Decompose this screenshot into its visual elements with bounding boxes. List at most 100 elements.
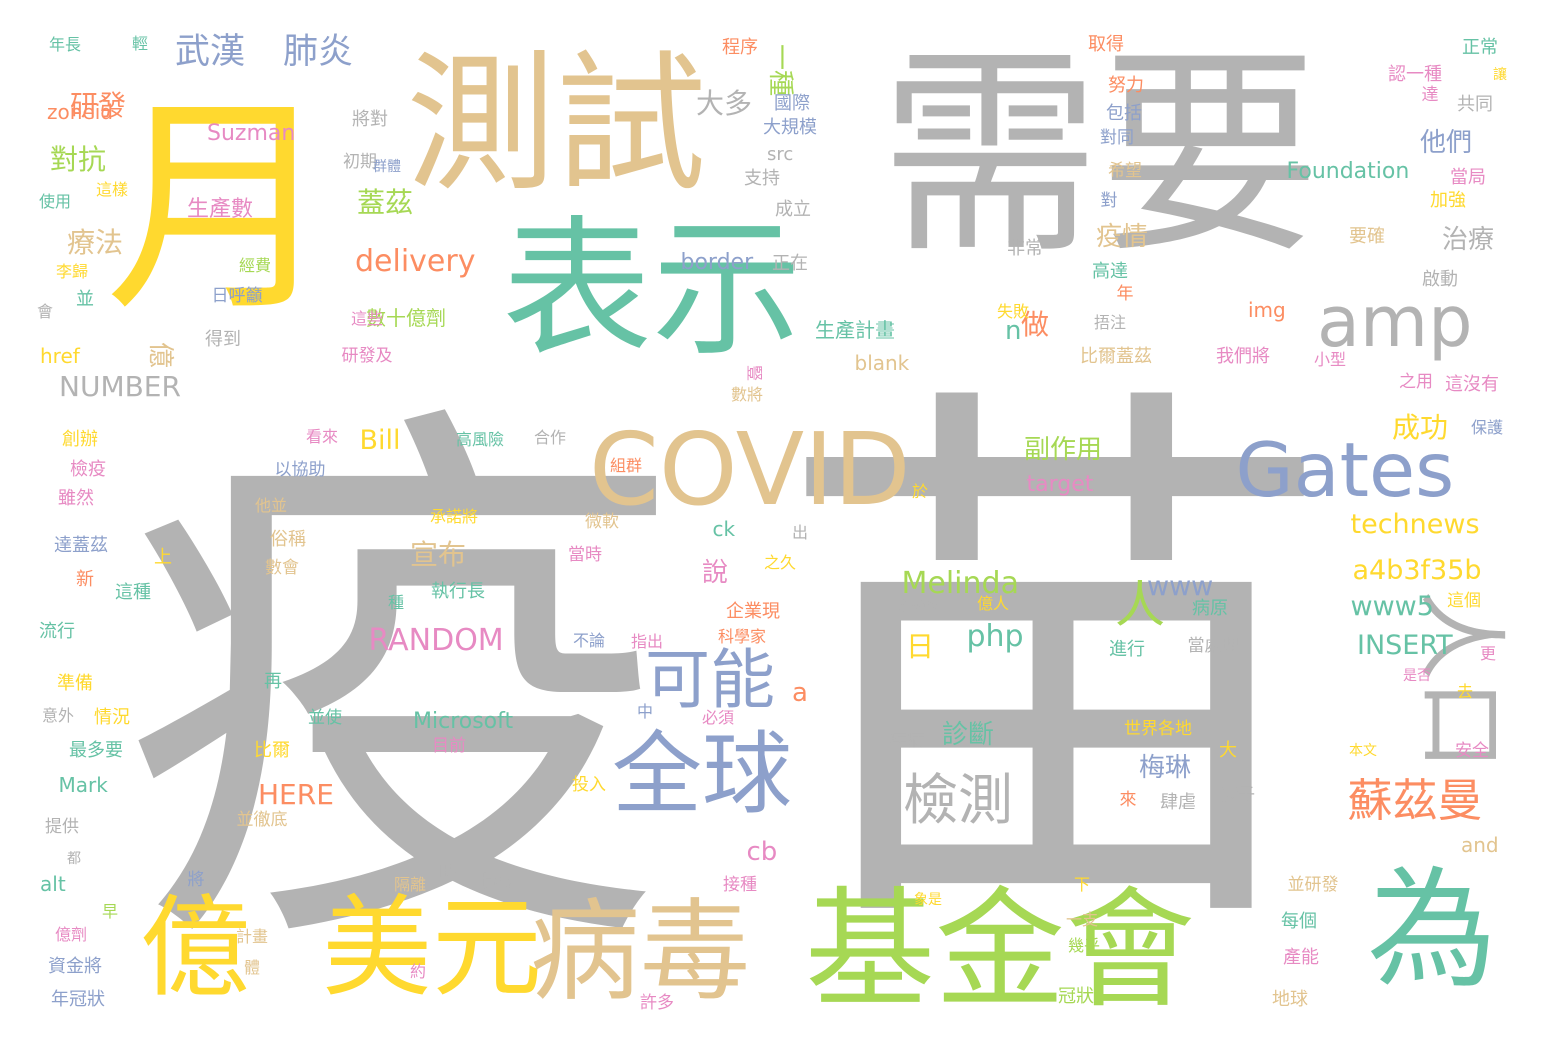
cloud-word: 支持 [744, 168, 780, 189]
cloud-word: 日呼籲 [211, 285, 263, 306]
cloud-word: 初期 [343, 151, 377, 172]
cloud-word: 合作 [534, 428, 567, 447]
cloud-word: 幾乎 [1068, 936, 1101, 955]
cloud-word: 都 [67, 851, 81, 867]
cloud-word: 共同 [1457, 94, 1493, 115]
cloud-word: 約 [410, 962, 427, 981]
cloud-word: 投入 [572, 774, 606, 795]
cloud-word: 檢測 [903, 767, 1014, 832]
cloud-word: 研發 [70, 89, 127, 122]
cloud-word: COVID [589, 411, 911, 528]
cloud-word: 李歸 [56, 262, 89, 281]
cloud-word: 正常 [1462, 37, 1498, 58]
cloud-word: tw [481, 868, 513, 898]
cloud-word: Bill [359, 424, 401, 456]
cloud-word: 這個 [1447, 590, 1481, 611]
cloud-word: 數十億劑 [366, 306, 446, 330]
cloud-word: 年 [1116, 283, 1134, 304]
cloud-word: 進行 [1109, 639, 1145, 660]
cloud-word: 群體 [373, 159, 401, 175]
cloud-word: 數將 [731, 385, 764, 404]
cloud-word: 下 [1074, 875, 1091, 894]
cloud-word: cb [746, 837, 778, 867]
cloud-word: 以協助 [274, 459, 326, 480]
cloud-word: 捂注 [1094, 313, 1127, 332]
cloud-word: 接種 [723, 874, 757, 895]
cloud-word: 準備 [57, 673, 93, 694]
cloud-word: 他並 [255, 496, 288, 515]
cloud-word: 疾病 [889, 730, 925, 751]
cloud-word: 對 [1100, 190, 1118, 211]
cloud-word: n [1005, 316, 1022, 346]
cloud-word: 妻子 [1221, 784, 1255, 805]
cloud-word: 許多 [640, 992, 674, 1013]
cloud-word: 中 [637, 702, 654, 721]
cloud-word: target [1026, 472, 1094, 497]
cloud-word: 早 [102, 902, 119, 921]
cloud-word: 檢疫 [70, 459, 106, 480]
cloud-word: 非常 [1007, 238, 1043, 259]
cloud-word: 俗稱 [270, 529, 306, 550]
cloud-word: 億劑 [55, 925, 88, 944]
cloud-word: 美元 [322, 884, 542, 1012]
cloud-word: 包括 [1106, 103, 1142, 124]
cloud-word: Microsoft [413, 709, 514, 734]
cloud-word: 是否 [1403, 668, 1431, 684]
cloud-word: avw [898, 592, 939, 616]
cloud-word: www [1147, 570, 1214, 602]
cloud-word: 一種 [765, 43, 796, 97]
cloud-word: 高風險 [456, 430, 505, 449]
cloud-word: 並研發 [1287, 874, 1339, 895]
cloud-word: 努力 [1108, 75, 1144, 96]
cloud-word: img [1248, 298, 1286, 322]
cloud-word: 將對 [352, 109, 388, 130]
cloud-word: 體 [244, 958, 261, 977]
cloud-word: Foundation [1286, 159, 1410, 184]
cloud-word: 豎 [745, 364, 765, 382]
cloud-word: 說 [702, 558, 729, 588]
cloud-word: 月 [105, 76, 336, 343]
cloud-word: 認一種 [1388, 64, 1442, 85]
cloud-word: 並使 [308, 707, 342, 728]
cloud-word: 武漢 [175, 31, 246, 72]
cloud-word: href [40, 344, 80, 368]
cloud-word: 對抗 [50, 143, 107, 176]
cloud-word: 隔離 [394, 875, 427, 894]
cloud-word: 病毒 [530, 888, 750, 1016]
cloud-word: 他們 [1420, 128, 1473, 158]
cloud-word: 指出 [631, 632, 664, 651]
cloud-word: 再 [264, 671, 282, 692]
cloud-word: 生產計畫 [815, 318, 895, 342]
cloud-word: 組群 [610, 456, 643, 475]
cloud-word: 診斷 [942, 720, 995, 750]
cloud-word: NUMBER [59, 370, 181, 403]
cloud-word: 基金會 [805, 874, 1196, 1026]
cloud-word: 日 [906, 630, 935, 663]
cloud-word: 小型 [1314, 350, 1347, 369]
cloud-word: 生產數 [187, 197, 254, 222]
cloud-word: 需要 [880, 27, 1321, 283]
cloud-word: 宣布 [410, 538, 467, 571]
cloud-word: 我們將 [1216, 346, 1270, 367]
cloud-word: 目前 [432, 735, 466, 756]
cloud-word: 人 [1115, 576, 1165, 634]
cloud-word: 苗 [775, 344, 1335, 996]
cloud-word: 年冠狀 [51, 989, 105, 1010]
cloud-word: 來 [1119, 789, 1137, 810]
cloud-word: border [680, 250, 754, 275]
cloud-word: HERE [258, 778, 334, 811]
cloud-word: 時 [439, 862, 457, 883]
cloud-word: 治療 [1442, 225, 1495, 255]
cloud-word: delivery [355, 244, 476, 279]
cloud-word: 必須 [702, 708, 735, 727]
cloud-word: 每個 [1281, 911, 1317, 932]
cloud-word: 當局 [1450, 167, 1486, 188]
cloud-word: 企業現 [726, 601, 780, 622]
cloud-word: zoneid [47, 100, 113, 124]
cloud-word: 高達 [1092, 261, 1128, 282]
cloud-word: 承諾將 [430, 507, 479, 526]
cloud-word: 表示 [502, 203, 803, 377]
cloud-word: 不論 [573, 631, 606, 650]
cloud-word: 計畫 [236, 927, 269, 946]
cloud-word: 億 [145, 341, 176, 369]
